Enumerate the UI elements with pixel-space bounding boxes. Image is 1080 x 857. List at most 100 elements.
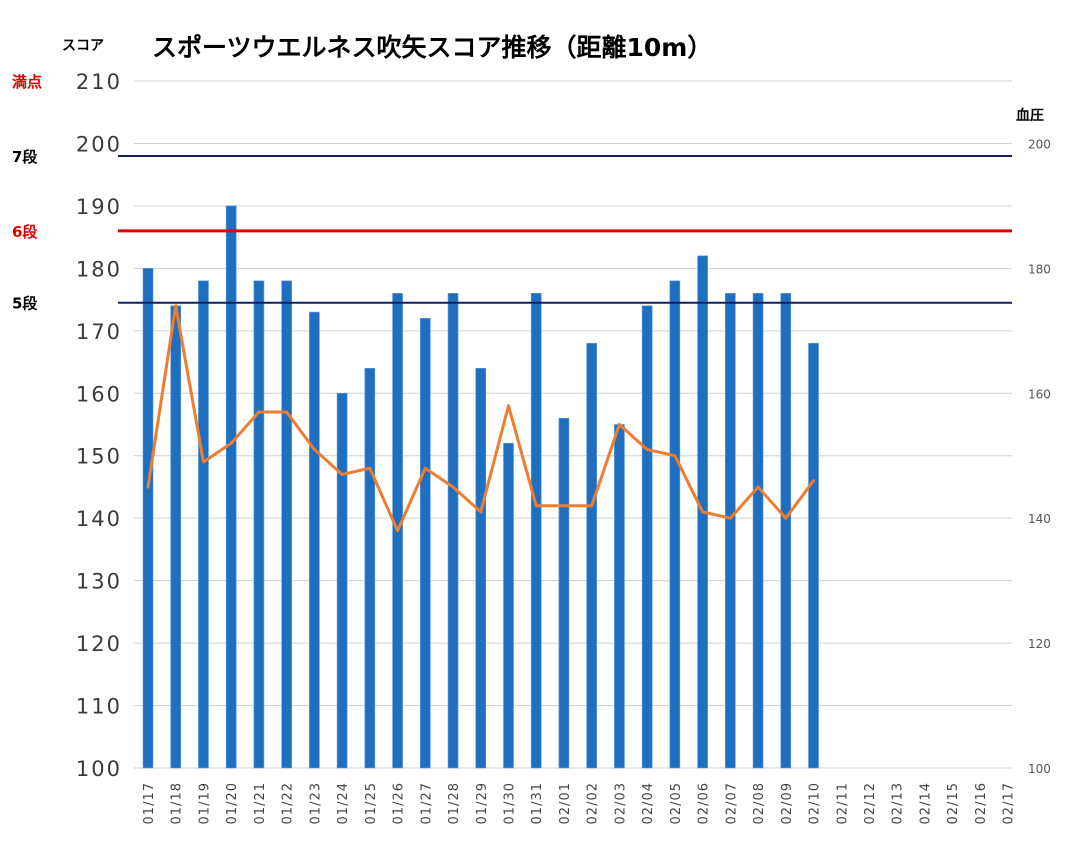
bar-02/05 (669, 280, 681, 769)
x-tick-label: 01/24 (336, 782, 351, 824)
blood-pressure-point-01/25 (368, 466, 372, 470)
x-tick-label: 02/08 (752, 782, 767, 824)
left-axis-label: スコア (62, 38, 104, 54)
bar-01/25 (364, 367, 376, 769)
bar-01/28 (447, 293, 459, 769)
bar-01/23 (309, 311, 320, 769)
x-tick-label: 02/10 (808, 782, 823, 824)
x-tick-label: 01/26 (392, 782, 407, 824)
left-tick-label: 110 (76, 695, 122, 719)
reference-label: 5段 (12, 295, 37, 313)
blood-pressure-point-01/22 (285, 410, 289, 414)
bar-02/09 (780, 293, 792, 769)
blood-pressure-point-01/27 (423, 466, 427, 470)
blood-pressure-point-02/05 (673, 454, 677, 458)
x-tick-label: 01/18 (170, 782, 185, 824)
reference-label: 7段 (12, 148, 37, 166)
blood-pressure-point-02/01 (562, 504, 566, 508)
bar-01/21 (253, 280, 265, 769)
reference-label: 満点 (12, 73, 42, 91)
bar-01/31 (530, 293, 542, 769)
right-axis-label: 血圧 (1016, 107, 1044, 124)
blood-pressure-point-01/31 (534, 504, 538, 508)
x-tick-label: 02/02 (586, 782, 601, 824)
blood-pressure-point-01/18 (174, 304, 178, 308)
right-tick-label: 180 (1028, 262, 1051, 276)
x-axis-ticks: 01/17 01/18 01/19 01/20 01/21 01/22 01/23 01/24… (142, 782, 1017, 824)
left-tick-label: 210 (76, 70, 122, 94)
x-tick-label: 02/01 (558, 782, 573, 824)
blood-pressure-point-02/02 (590, 504, 594, 508)
bar-02/10 (808, 343, 819, 769)
x-tick-label: 02/15 (946, 782, 961, 824)
x-tick-label: 01/20 (225, 782, 240, 824)
blood-pressure-point-01/24 (340, 472, 344, 476)
reference-lines (118, 154, 1012, 304)
bar-01/20 (225, 205, 237, 769)
right-axis-ticks: 100 120 140 160 180 200 (1028, 137, 1051, 776)
left-tick-label: 170 (76, 320, 122, 344)
bar-01/17 (142, 268, 154, 769)
left-tick-label: 120 (76, 632, 122, 656)
x-tick-label: 02/06 (697, 782, 712, 824)
x-tick-label: 01/30 (502, 782, 517, 824)
blood-pressure-point-02/03 (617, 423, 621, 426)
right-tick-label: 120 (1028, 637, 1051, 651)
bar-01/29 (475, 367, 487, 769)
blood-pressure-point-01/30 (506, 404, 510, 408)
x-tick-label: 02/16 (974, 782, 989, 824)
x-tick-label: 01/29 (475, 782, 490, 824)
right-tick-label: 200 (1028, 137, 1051, 151)
x-tick-label: 02/09 (780, 782, 795, 824)
blood-pressure-point-01/21 (257, 410, 261, 414)
blood-pressure-point-01/20 (229, 441, 233, 445)
x-tick-label: 01/22 (281, 782, 296, 824)
left-tick-label: 180 (76, 257, 122, 281)
reference-label: 6段 (12, 223, 37, 241)
x-tick-label: 01/31 (530, 782, 545, 824)
x-tick-label: 02/04 (641, 782, 656, 824)
blood-pressure-point-02/08 (756, 485, 760, 489)
right-tick-label: 100 (1028, 762, 1051, 776)
left-tick-label: 100 (76, 757, 122, 781)
chart-title: スポーツウエルネス吹矢スコア推移（距離10m） (152, 33, 712, 62)
left-tick-label: 160 (76, 382, 122, 406)
bar-01/30 (503, 442, 514, 769)
right-tick-label: 160 (1028, 387, 1051, 401)
left-tick-label: 140 (76, 507, 122, 531)
bar-02/02 (586, 343, 597, 769)
blood-pressure-series (146, 304, 816, 533)
left-axis-ticks: 100 110 120 130 140 150 160 170 180 190 200 210 (76, 70, 122, 781)
bar-02/07 (725, 293, 736, 769)
x-tick-label: 01/28 (447, 782, 462, 824)
left-tick-label: 130 (76, 570, 122, 594)
bar-02/04 (641, 305, 653, 769)
blood-pressure-point-02/07 (728, 516, 732, 520)
x-tick-label: 02/12 (863, 782, 878, 824)
bar-01/24 (336, 392, 348, 769)
x-tick-label: 01/19 (197, 782, 212, 824)
blood-pressure-point-01/29 (479, 510, 483, 514)
x-tick-label: 01/25 (364, 782, 379, 824)
bar-01/22 (281, 280, 292, 769)
blood-pressure-point-01/17 (146, 485, 150, 489)
x-tick-label: 02/14 (918, 782, 933, 824)
x-tick-label: 01/23 (308, 782, 323, 824)
x-tick-label: 01/21 (253, 782, 268, 824)
bar-02/08 (752, 293, 764, 769)
x-tick-label: 02/07 (724, 782, 739, 824)
blood-pressure-point-02/06 (701, 510, 705, 514)
left-tick-label: 200 (76, 132, 122, 156)
x-tick-label: 02/17 (1002, 782, 1017, 824)
gridlines (134, 80, 1012, 769)
blood-pressure-point-01/28 (451, 485, 455, 489)
reference-labels: 満点 7段 6段 5段 (12, 73, 42, 313)
blood-pressure-point-02/09 (784, 516, 788, 520)
x-tick-label: 01/17 (142, 782, 157, 824)
bar-02/03 (614, 424, 625, 769)
score-bars (142, 205, 819, 769)
x-tick-label: 02/11 (835, 782, 850, 824)
left-tick-label: 190 (76, 195, 122, 219)
left-tick-label: 150 (76, 445, 122, 469)
